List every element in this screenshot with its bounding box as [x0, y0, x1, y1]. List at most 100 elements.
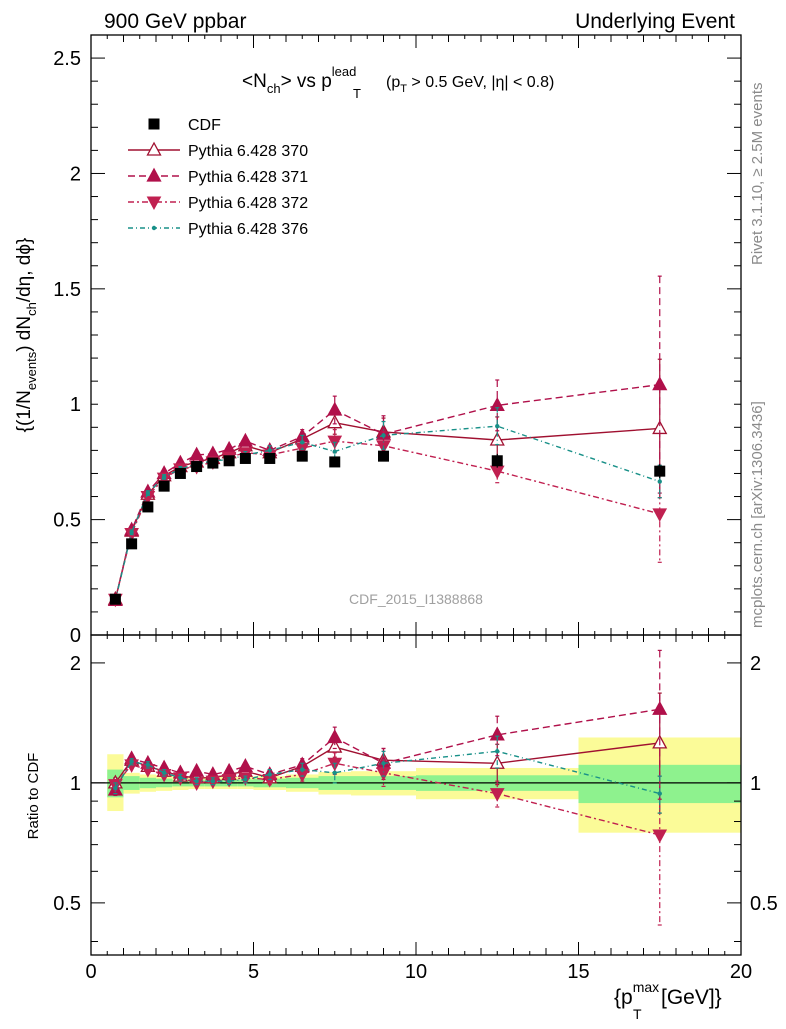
main-point-p371: [189, 446, 205, 461]
x-tick-label: 10: [405, 961, 427, 983]
ratio-point-p371: [652, 700, 668, 715]
ratio-series-layer: [107, 649, 668, 926]
xlabel-rest: [GeV]}: [655, 986, 722, 1009]
title-vs-sub: T: [353, 86, 361, 101]
ylabel-t3: /dη, dϕ}: [14, 238, 35, 303]
header-right: Underlying Event: [575, 10, 735, 33]
legend-marker-p371: [146, 167, 162, 182]
analysis-watermark: CDF_2015_I1388868: [349, 591, 483, 607]
main-ylabel: {(1/Nevents) dNch/dη, dϕ}: [14, 238, 39, 433]
ratio-y-tick-label-right: 2: [750, 653, 761, 675]
main-y-tick-label: 2.5: [53, 48, 81, 70]
legend-marker-p370: [146, 141, 162, 156]
main-series-data: [109, 450, 666, 605]
plot-title: <Nch> vs plead: [242, 64, 356, 96]
mcplots-reference-label: mcplots.cern.ch [arXiv:1306.3436]: [749, 401, 766, 628]
main-y-tick-label: 2: [70, 163, 81, 185]
ratio-point-p376: [145, 762, 151, 768]
legend-marker-p372: [146, 196, 162, 211]
main-line-p371: [114, 383, 660, 601]
ratio-point-p376: [495, 749, 500, 754]
main-point-p371: [237, 432, 253, 447]
main-point-data: [126, 538, 138, 550]
main-point-p371: [652, 376, 668, 391]
ratio-point-p376: [194, 778, 199, 784]
main-point-data: [109, 593, 121, 605]
main-point-p376: [495, 423, 500, 429]
ratio-point-p376: [267, 772, 272, 777]
main-point-data: [174, 467, 186, 479]
legend: CDF Pythia 6.428 370 Pythia 6.428 371 Pythi…: [128, 117, 308, 238]
ratio-y-tick-label-left: 2: [70, 653, 81, 675]
ratio-point-p376: [243, 777, 248, 782]
x-axis-label: {pmax [GeV]}: [614, 979, 722, 1009]
main-point-data: [191, 461, 203, 473]
main-point-data: [296, 450, 308, 462]
title-vs-sup: lead: [332, 64, 357, 79]
ratio-point-p376: [210, 778, 216, 784]
main-y-tick-label: 1.5: [53, 279, 81, 301]
ylabel-t1: {(1/N: [14, 390, 35, 432]
ratio-y-tick-label-left: 1: [70, 773, 81, 795]
ylabel-t2-sub: ch: [24, 302, 39, 316]
title-cut: (pT > 0.5 GeV, |η| < 0.8): [386, 74, 554, 95]
header-left: 900 GeV ppbar: [104, 10, 246, 33]
main-point-data: [264, 452, 276, 464]
legend-marker-data: [148, 118, 160, 130]
main-point-p376: [267, 448, 272, 453]
main-y-tick-label: 0.5: [53, 510, 81, 532]
ratio-point-p376: [129, 759, 134, 764]
ratio-point-p376: [226, 778, 232, 784]
title-base: <N: [242, 71, 267, 92]
ylabel-t1-sub: events: [24, 351, 39, 390]
legend-marker-p376: [151, 225, 157, 231]
main-point-data: [239, 452, 251, 464]
ratio-point-p376: [178, 775, 183, 780]
ratio-y-tick-label-right: 0.5: [750, 893, 778, 915]
ratio-y-tick-label-left: 0.5: [53, 893, 81, 915]
ratio-point-p376: [300, 767, 305, 772]
xlabel-p: {p: [614, 986, 633, 1009]
ylabel-t2: ) dN: [14, 316, 35, 352]
ratio-point-p376: [161, 770, 167, 776]
ratio-point-p372: [489, 788, 505, 802]
axis-ticks: 0 5 10 15 20 0 0.5 1 1.5 2 2.5 0.5 0.5 1 1 2 2: [53, 34, 778, 983]
ratio-point-p376: [381, 761, 386, 766]
main-point-data: [158, 480, 170, 492]
ratio-point-p372: [652, 829, 668, 844]
main-y-tick-label: 1: [70, 394, 81, 416]
ratio-point-p371: [189, 762, 205, 777]
x-tick-label: 0: [85, 961, 96, 983]
ratio-series-p372: [108, 752, 668, 926]
main-point-p376: [145, 490, 151, 496]
legend-label-p370: Pythia 6.428 370: [188, 143, 308, 160]
ratio-point-p376: [113, 785, 118, 791]
main-series-layer: [107, 275, 668, 608]
ratio-point-p370: [327, 738, 343, 753]
ratio-point-p371: [237, 758, 253, 773]
main-point-p376: [129, 530, 134, 535]
ratio-point-p371: [327, 729, 343, 744]
rivet-version-label: Rivet 3.1.10, ≥ 2.5M events: [749, 83, 766, 266]
main-point-p376: [300, 440, 305, 445]
legend-label-data: CDF: [188, 117, 221, 134]
main-point-p376: [161, 474, 167, 480]
title-cut1-sub: T: [400, 83, 407, 95]
legend-label-p371: Pythia 6.428 371: [188, 169, 308, 186]
x-tick-label: 5: [248, 961, 259, 983]
main-point-data: [207, 457, 219, 469]
ratio-y-tick-label-right: 1: [750, 773, 761, 795]
title-cut2: > 0.5 GeV, |η| < 0.8): [407, 74, 554, 91]
main-point-data: [329, 456, 341, 468]
title-base-sub: ch: [267, 81, 281, 96]
main-point-data: [142, 501, 154, 513]
xlabel-sub: T: [633, 1006, 642, 1022]
main-point-data: [378, 450, 389, 462]
main-point-p376: [381, 433, 386, 438]
ratio-line-p372: [114, 762, 660, 836]
ratio-point-p376: [657, 791, 662, 796]
title-vs: > vs p: [281, 71, 332, 92]
legend-label-p372: Pythia 6.428 372: [188, 195, 308, 212]
